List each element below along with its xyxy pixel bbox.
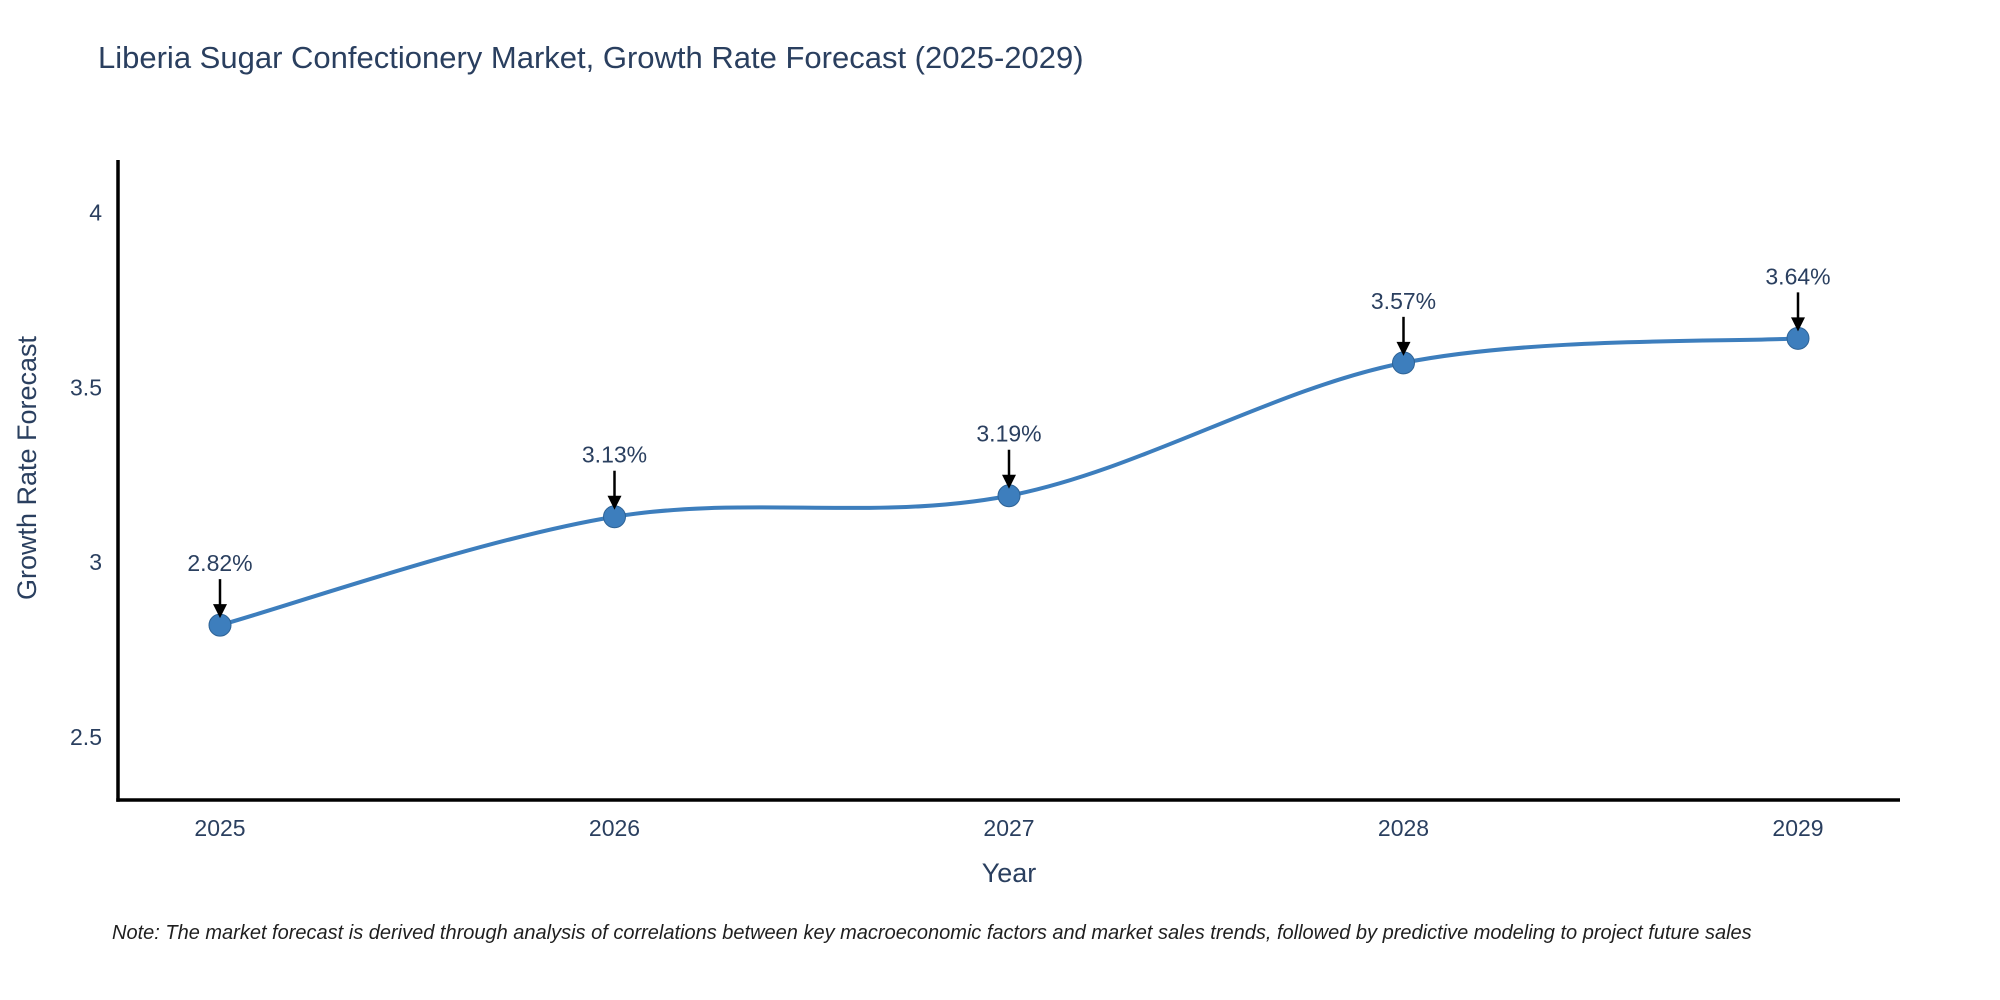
x-tick-label: 2029 bbox=[1772, 815, 1823, 841]
y-axis-title: Growth Rate Forecast bbox=[12, 335, 42, 601]
annotation-label: 3.64% bbox=[1765, 263, 1830, 289]
footnote: Note: The market forecast is derived thr… bbox=[112, 922, 1752, 944]
x-tick-label: 2027 bbox=[983, 815, 1034, 841]
annotation-label: 3.19% bbox=[976, 421, 1041, 447]
annotation-arrow-head bbox=[213, 604, 227, 619]
annotation-arrow-head bbox=[1002, 474, 1016, 489]
annotation-arrow-head bbox=[1396, 341, 1411, 356]
annotation-label: 3.57% bbox=[1371, 288, 1436, 314]
x-tick-label: 2028 bbox=[1378, 815, 1429, 841]
x-tick-label: 2025 bbox=[194, 815, 245, 841]
annotation-label: 2.82% bbox=[187, 550, 252, 576]
annotation-arrow-head bbox=[1791, 317, 1805, 332]
chart-title: Liberia Sugar Confectionery Market, Grow… bbox=[98, 40, 1084, 75]
annotation-arrow-head bbox=[607, 495, 622, 510]
x-axis-title: Year bbox=[981, 858, 1037, 888]
y-tick-label: 3 bbox=[89, 549, 102, 575]
y-tick-label: 4 bbox=[89, 199, 102, 225]
annotation-label: 3.13% bbox=[582, 442, 647, 468]
y-tick-label: 2.5 bbox=[70, 724, 102, 750]
x-tick-label: 2026 bbox=[589, 815, 640, 841]
y-tick-label: 3.5 bbox=[70, 374, 102, 400]
